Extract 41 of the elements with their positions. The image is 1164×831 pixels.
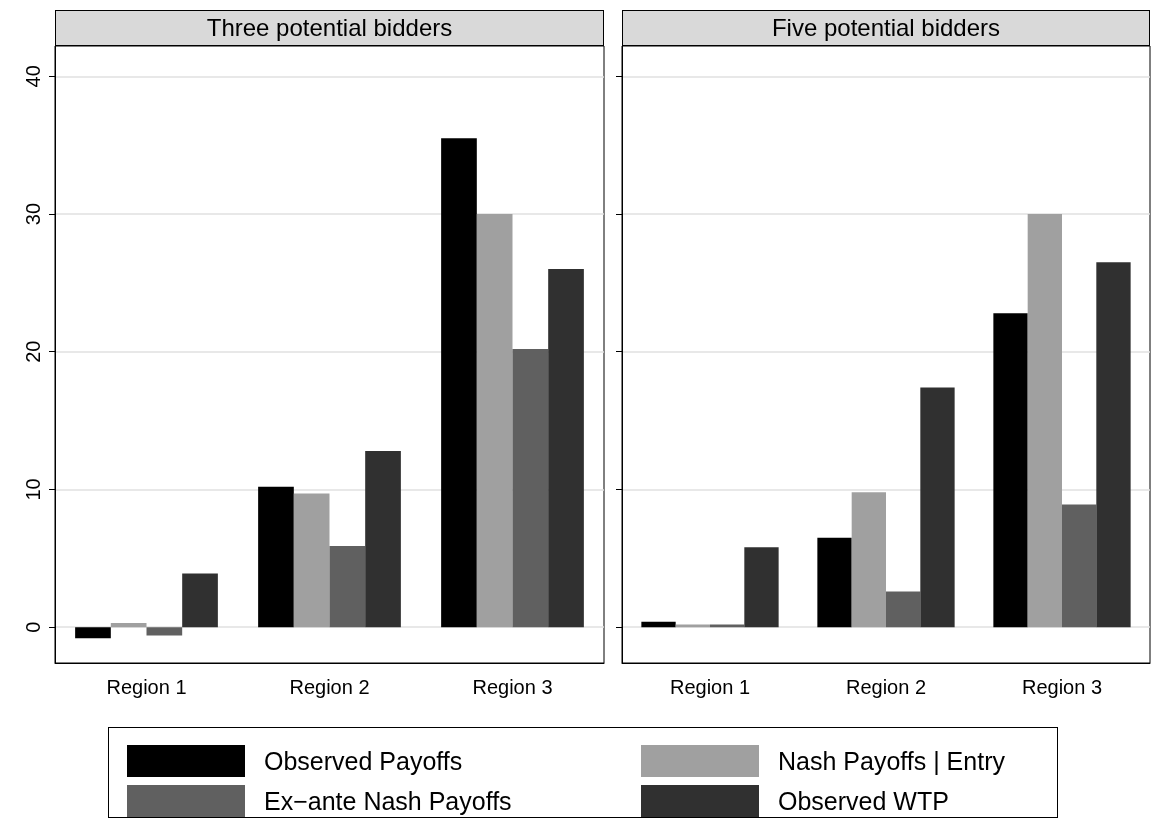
x-tick-label: Region 3: [472, 676, 553, 698]
bar: [548, 269, 584, 628]
legend-label: Observed WTP: [778, 787, 949, 815]
bar: [851, 492, 886, 628]
y-tick-label: 40: [22, 65, 44, 88]
bar: [817, 537, 852, 628]
bar: [365, 450, 401, 628]
bar: [710, 624, 745, 628]
bar: [512, 348, 549, 628]
x-tick-label: Region 1: [106, 676, 187, 698]
bar: [920, 387, 955, 628]
bar: [476, 214, 513, 628]
bar: [146, 627, 183, 636]
x-tick-label: Region 3: [1021, 676, 1103, 698]
bar: [886, 591, 921, 628]
bar: [1096, 262, 1131, 628]
bar: [1062, 504, 1097, 628]
legend-label: Ex−ante Nash Payoffs: [264, 787, 512, 815]
x-tick-label: Region 2: [845, 676, 927, 698]
bar: [110, 623, 147, 628]
bar: [293, 493, 330, 628]
chart-title: Five potential bidders: [622, 10, 1150, 46]
legend-label: Nash Payoffs | Entry: [778, 747, 1006, 775]
bar: [75, 627, 111, 639]
bar: [329, 545, 366, 628]
bar: [182, 573, 218, 628]
legend-label: Observed Payoffs: [264, 747, 463, 775]
y-tick-label: 20: [22, 340, 44, 363]
y-tick-label: 30: [22, 202, 44, 226]
bar: [258, 486, 294, 628]
bar: [1027, 214, 1062, 628]
chart-title: Three potential bidders: [55, 10, 604, 46]
x-tick-label: Region 2: [289, 676, 370, 698]
y-tick-label: 10: [22, 478, 44, 501]
bar: [744, 547, 779, 628]
bar: [441, 138, 477, 628]
bar: [993, 313, 1028, 628]
y-tick-label: 0: [22, 621, 44, 633]
x-tick-label: Region 1: [669, 676, 751, 698]
bar: [641, 621, 676, 628]
bar: [675, 624, 710, 628]
